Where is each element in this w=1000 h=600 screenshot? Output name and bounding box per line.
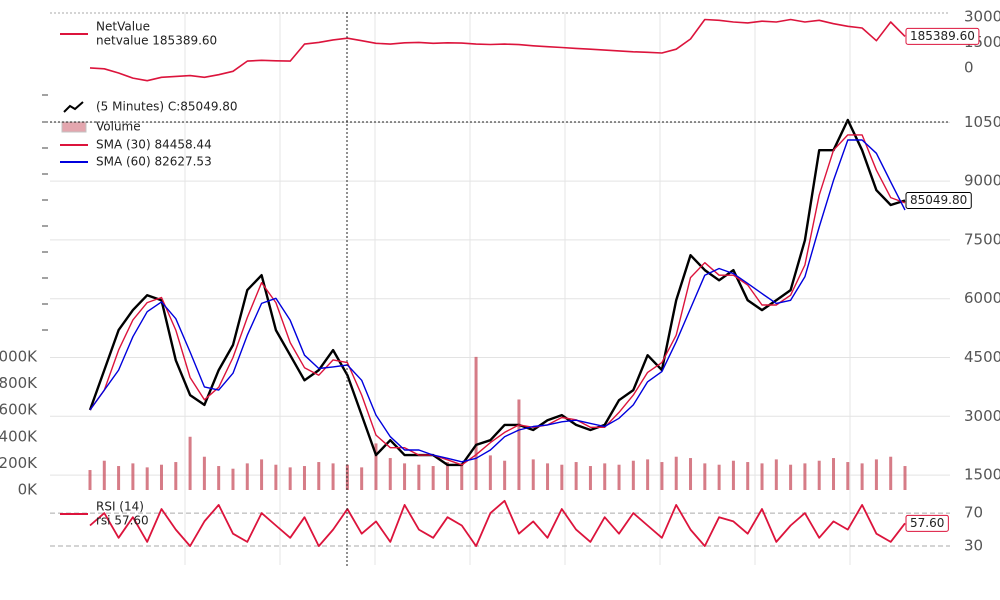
volume-bar <box>517 399 521 490</box>
volume-bar <box>832 458 836 490</box>
volume-bar <box>88 470 92 490</box>
y-tick-label: 3000 <box>964 7 1000 25</box>
y2-tick-label: 200K <box>0 454 38 472</box>
volume-bar <box>417 464 421 490</box>
y-tick-label: 0 <box>964 58 974 76</box>
series-line <box>89 18 906 82</box>
volume-bar <box>760 463 764 490</box>
volume-bar <box>746 462 750 490</box>
y-tick-label: 9000 <box>964 172 1000 190</box>
last-value-label: 57.60 <box>910 516 944 530</box>
volume-bar <box>603 463 607 490</box>
y-tick-label: 70 <box>964 504 983 522</box>
y-tick-label: 1050 <box>964 113 1000 131</box>
volume-bar <box>646 459 650 490</box>
legend-icon <box>63 101 84 113</box>
volume-bar <box>503 460 507 490</box>
volume-bar <box>331 463 335 490</box>
legend-title: NetValue <box>96 20 150 34</box>
volume-bar <box>102 460 106 490</box>
volume-bar <box>531 459 535 490</box>
volume-bar <box>474 356 478 490</box>
volume-bar <box>374 443 378 490</box>
volume-bar <box>774 459 778 490</box>
y2-tick-label: 400K <box>0 427 38 445</box>
volume-bar <box>488 455 492 490</box>
legend-label: rsi 57.60 <box>96 514 149 528</box>
y2-tick-label: 600K <box>0 401 38 419</box>
volume-bar <box>274 464 278 490</box>
volume-bar <box>889 456 893 490</box>
last-value-box <box>905 192 972 210</box>
series-line <box>89 499 906 547</box>
volume-bar <box>174 462 178 490</box>
volume-bar <box>317 462 321 490</box>
volume-bar <box>660 462 664 490</box>
volume-bar <box>674 456 678 490</box>
volume-bar <box>145 467 149 490</box>
legend-label: netvalue 185389.60 <box>96 34 217 48</box>
volume-bar <box>245 463 249 490</box>
y2-tick-label: 0K <box>18 481 39 499</box>
volume-bar <box>202 456 206 490</box>
volume-bar <box>588 466 592 490</box>
volume-bar <box>689 458 693 490</box>
y-tick-label: 4500 <box>964 348 1000 366</box>
volume-bar <box>431 466 435 490</box>
legend-label: (5 Minutes) C:85049.80 <box>96 100 238 114</box>
legend-box <box>61 121 87 133</box>
last-value-box <box>905 27 980 45</box>
legend-label: SMA (30) 84458.44 <box>96 138 212 152</box>
y-tick-label: 3000 <box>964 407 1000 425</box>
y-tick-label: 6000 <box>964 289 1000 307</box>
volume-bar <box>159 464 163 490</box>
volume-bar <box>217 466 221 490</box>
series-line <box>89 134 906 466</box>
volume-bar <box>546 463 550 490</box>
legend-label: SMA (60) 82627.53 <box>96 155 212 169</box>
volume-bar <box>445 462 449 490</box>
y-tick-label: 1500 <box>964 466 1000 484</box>
volume-bar <box>860 463 864 490</box>
y2-tick-label: 000K <box>0 347 38 365</box>
volume-bar <box>631 460 635 490</box>
last-value-label: 85049.80 <box>910 193 967 207</box>
volume-bar <box>117 466 121 490</box>
volume-bar <box>817 460 821 490</box>
volume-bar <box>874 459 878 490</box>
volume-bar <box>188 436 192 490</box>
volume-bar <box>717 464 721 490</box>
volume-bar <box>403 463 407 490</box>
last-value-box <box>905 514 949 532</box>
volume-bar <box>388 458 392 490</box>
volume-bar <box>231 468 235 490</box>
series-line <box>88 118 906 467</box>
volume-bar <box>302 466 306 490</box>
volume-bar <box>260 459 264 490</box>
series-line <box>89 139 906 463</box>
volume-bar <box>360 467 364 490</box>
volume-bar <box>846 462 850 490</box>
volume-bar <box>617 464 621 490</box>
volume-bar <box>789 464 793 490</box>
volume-bar <box>703 463 707 490</box>
volume-bar <box>903 466 907 490</box>
volume-bar <box>574 462 578 490</box>
legend-title: RSI (14) <box>96 500 144 514</box>
volume-bar <box>460 463 464 490</box>
y-tick-label: 30 <box>964 537 983 555</box>
volume-bar <box>288 467 292 490</box>
y2-tick-label: 800K <box>0 374 38 392</box>
last-value-label: 185389.60 <box>910 29 975 43</box>
y-tick-label: 7500 <box>964 230 1000 248</box>
legend-label: Volume <box>96 120 141 134</box>
layout <box>42 12 950 565</box>
volume-bar <box>131 463 135 490</box>
volume-bar <box>560 464 564 490</box>
volume-bar <box>731 460 735 490</box>
volume-bar <box>803 463 807 490</box>
